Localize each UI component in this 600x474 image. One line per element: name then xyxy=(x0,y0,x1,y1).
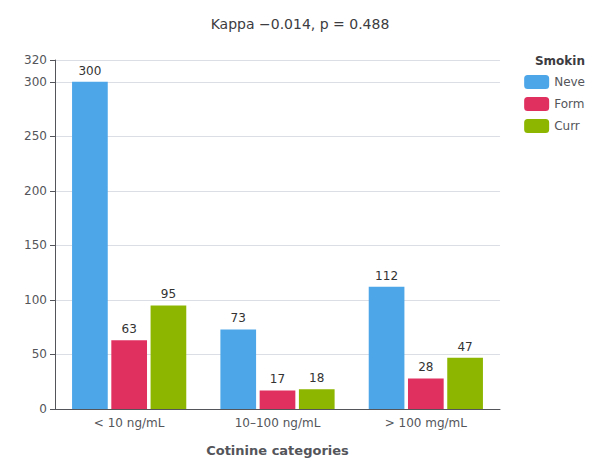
svg-text:73: 73 xyxy=(231,311,246,325)
svg-text:100: 100 xyxy=(24,293,47,307)
svg-text:50: 50 xyxy=(32,347,47,361)
svg-text:Curr: Curr xyxy=(554,119,580,133)
svg-text:Smokin: Smokin xyxy=(535,54,585,68)
svg-text:200: 200 xyxy=(24,184,47,198)
svg-text:17: 17 xyxy=(270,372,285,386)
svg-text:Neve: Neve xyxy=(554,75,585,89)
svg-text:95: 95 xyxy=(161,287,176,301)
svg-text:0: 0 xyxy=(39,402,47,416)
svg-text:18: 18 xyxy=(309,371,324,385)
svg-text:250: 250 xyxy=(24,129,47,143)
svg-text:Cotinine categories: Cotinine categories xyxy=(206,443,349,458)
svg-text:300: 300 xyxy=(78,64,101,78)
svg-text:< 10 ng/mL: < 10 ng/mL xyxy=(94,416,165,430)
svg-text:63: 63 xyxy=(122,322,137,336)
svg-text:47: 47 xyxy=(457,340,472,354)
svg-text:320: 320 xyxy=(24,53,47,67)
svg-text:28: 28 xyxy=(418,360,433,374)
svg-text:> 100 mg/mL: > 100 mg/mL xyxy=(385,416,468,430)
svg-text:10–100 ng/mL: 10–100 ng/mL xyxy=(235,416,321,430)
svg-text:112: 112 xyxy=(375,269,398,283)
svg-text:300: 300 xyxy=(24,75,47,89)
svg-text:Form: Form xyxy=(554,97,584,111)
svg-text:150: 150 xyxy=(24,238,47,252)
svg-text:Kappa −0.014, p = 0.488: Kappa −0.014, p = 0.488 xyxy=(211,16,390,32)
